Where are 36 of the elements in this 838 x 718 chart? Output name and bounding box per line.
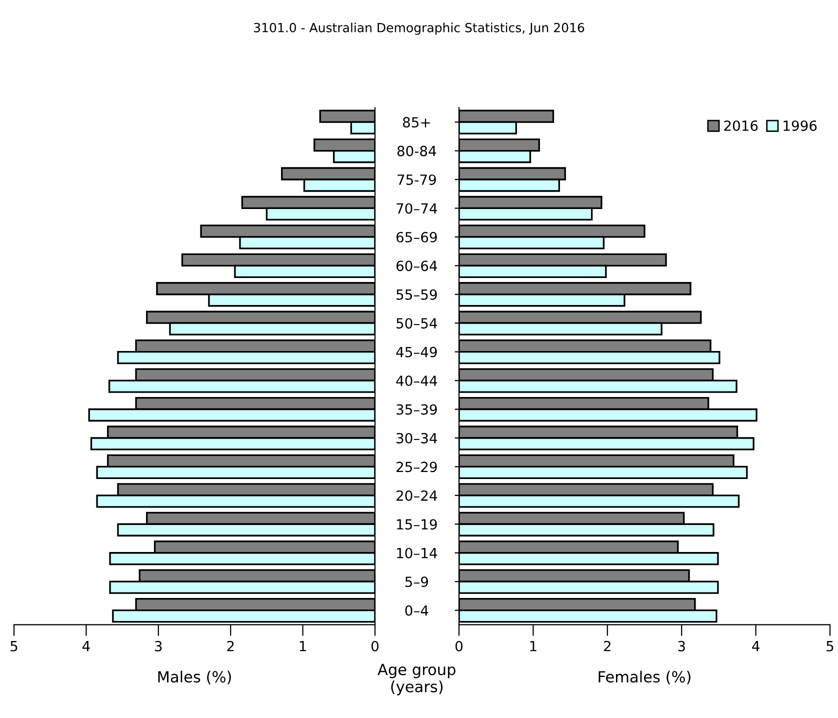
x-tick-label: 1 xyxy=(530,641,536,652)
y-tick-label: 70–74 xyxy=(396,203,438,214)
y-tick-label: 50–54 xyxy=(396,318,438,329)
legend-label: 2016 xyxy=(724,120,758,131)
y-tick-label: 20–24 xyxy=(396,490,438,501)
y-tick-label: 25–29 xyxy=(396,462,437,472)
x-tick-label: 3 xyxy=(155,640,162,652)
y-axis-title: Age group (years) xyxy=(378,664,456,696)
x-tick-label: 0 xyxy=(455,640,462,652)
y-tick-label: 15–19 xyxy=(397,519,437,530)
x-tick-label: 4 xyxy=(752,641,760,652)
y-tick-label: 35–39 xyxy=(396,404,437,415)
y-tick-label: 75-79 xyxy=(398,174,436,185)
y-tick-label: 55–59 xyxy=(396,289,437,300)
x-tick-label: 5 xyxy=(826,641,834,652)
y-tick-label: 0–4 xyxy=(405,605,428,616)
x-tick-label: 1 xyxy=(300,641,306,652)
x-axis-title: Females (%) xyxy=(598,670,690,684)
y-tick-label: 85+ xyxy=(402,117,430,128)
y-tick-label: 65–69 xyxy=(396,232,437,242)
y-tick-label: 40–44 xyxy=(396,376,438,386)
y-tick-label: 45–49 xyxy=(396,346,437,358)
y-tick-label: 10–14 xyxy=(397,548,438,558)
x-tick-label: 3 xyxy=(678,640,685,652)
x-tick-label: 0 xyxy=(371,640,378,652)
y-tick-label: 5–9 xyxy=(405,576,428,588)
y-tick-label: 80-84 xyxy=(397,146,436,156)
x-axis-title: Males (%) xyxy=(158,670,231,684)
x-tick-label: 4 xyxy=(82,641,90,652)
legend-label: 1996 xyxy=(784,120,817,131)
y-tick-label: 60–64 xyxy=(396,260,438,272)
text: 3101.0 - Australian Demographic Statistics, Jun 2016 xyxy=(254,22,584,35)
x-tick-label: 2 xyxy=(604,640,610,652)
y-tick-label: 30–34 xyxy=(396,432,438,444)
x-tick-label: 2 xyxy=(227,640,234,652)
x-tick-label: 5 xyxy=(10,641,18,652)
